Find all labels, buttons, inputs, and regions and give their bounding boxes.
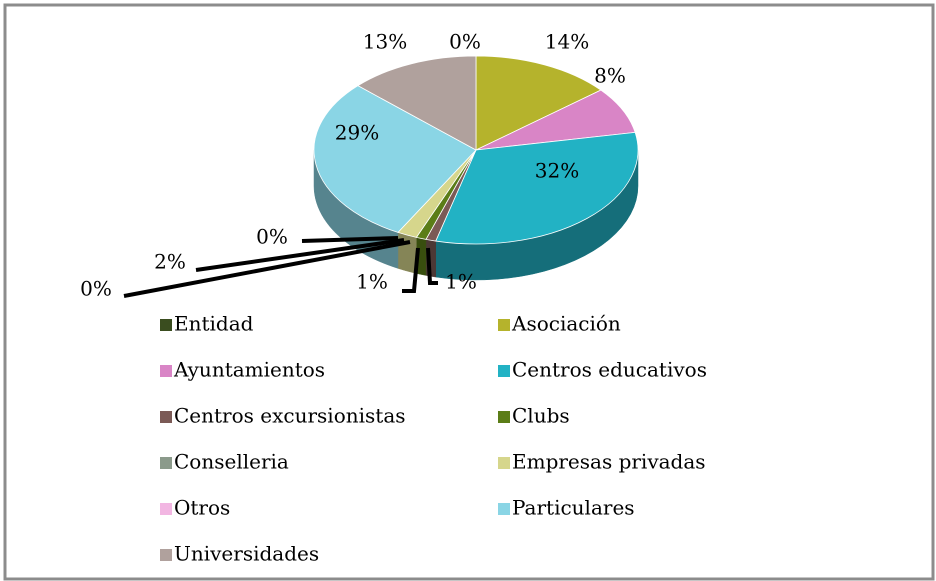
pie-slice [475,55,602,151]
legend-swatch [160,457,172,469]
data-label: 29% [335,121,379,145]
leader-line [402,247,420,293]
pie-slice [357,55,477,151]
legend: Entidad Asociación Ayuntamientos Centros ed… [160,312,707,566]
data-label: 0% [256,225,288,249]
legend-swatch [160,411,172,423]
leader-line [123,240,411,298]
legend-swatch [160,365,172,377]
legend-label: Particulares [512,496,635,520]
legend-swatch [160,549,172,561]
legend-swatch [498,411,510,423]
pie-slice [313,85,477,233]
legend-label: Conselleria [174,450,289,474]
legend-label: Universidades [174,542,319,566]
legend-label: Empresas privadas [512,450,706,474]
legend-swatch [498,365,510,377]
legend-label: Clubs [512,404,570,428]
legend-label: Asociación [511,312,621,336]
data-label: 2% [154,250,186,274]
legend-swatch [498,503,510,515]
pie-slice [435,131,639,245]
data-label: 14% [545,30,589,54]
legend-swatch [160,503,172,515]
legend-swatch [160,319,172,331]
legend-label: Centros excursionistas [174,404,406,428]
data-label: 0% [80,277,112,301]
leader-line [195,238,405,272]
leader-line [301,236,399,243]
data-label: 13% [363,30,407,54]
legend-label: Entidad [174,312,254,336]
data-label: 0% [449,30,481,54]
legend-label: Otros [174,496,230,520]
pie-tops [313,55,639,245]
legend-label: Centros educativos [512,358,707,382]
data-label: 32% [535,159,579,183]
legend-swatch [498,457,510,469]
legend-label: Ayuntamientos [173,358,325,382]
data-label: 8% [594,64,626,88]
legend-swatch [498,319,510,331]
leader-line [426,247,438,285]
data-label: 1% [356,270,388,294]
data-label: 1% [445,270,477,294]
data-labels: 0% 14%8% 32% 1% 1% 0% 2% 0% 29% 13% [80,30,626,301]
